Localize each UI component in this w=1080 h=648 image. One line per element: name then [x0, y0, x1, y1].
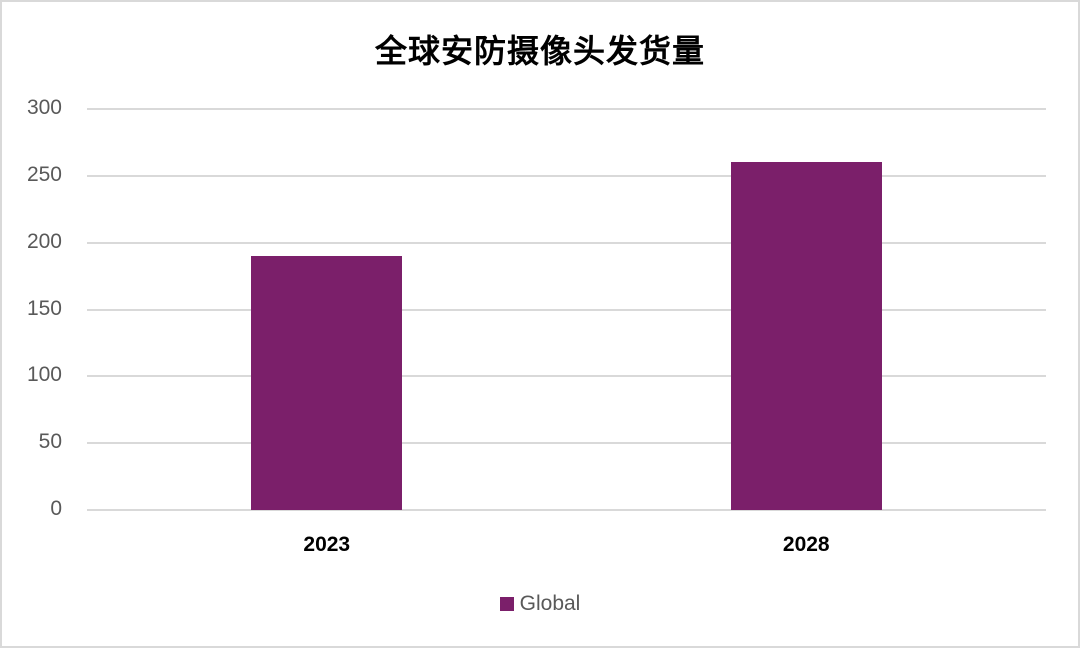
gridline: [87, 108, 1046, 110]
legend-label-global: Global: [519, 592, 581, 615]
x-tick-label: 2023: [303, 533, 351, 556]
y-tick-label: 50: [38, 430, 62, 454]
chart-title: 全球安防摄像头发货量: [374, 32, 705, 70]
gridline: [87, 174, 1046, 177]
y-tick-label: 250: [26, 162, 62, 186]
x-tick-label: 2028: [782, 533, 830, 556]
gridline: [87, 308, 1046, 311]
y-tick-label: 200: [26, 229, 62, 253]
bar-2023: [251, 256, 403, 510]
y-tick-label: 150: [26, 296, 62, 320]
bar-2028: [730, 162, 882, 510]
y-tick-label: 100: [26, 363, 62, 387]
legend: Global: [0, 592, 1080, 616]
gridline: [87, 509, 1046, 511]
legend-swatch-global: [499, 597, 514, 611]
y-tick-label: 0: [50, 497, 62, 520]
gridline: [87, 375, 1046, 378]
y-tick-label: 300: [26, 96, 62, 119]
gridline: [87, 442, 1046, 445]
gridline: [87, 241, 1046, 244]
plot-area: [87, 108, 1046, 511]
